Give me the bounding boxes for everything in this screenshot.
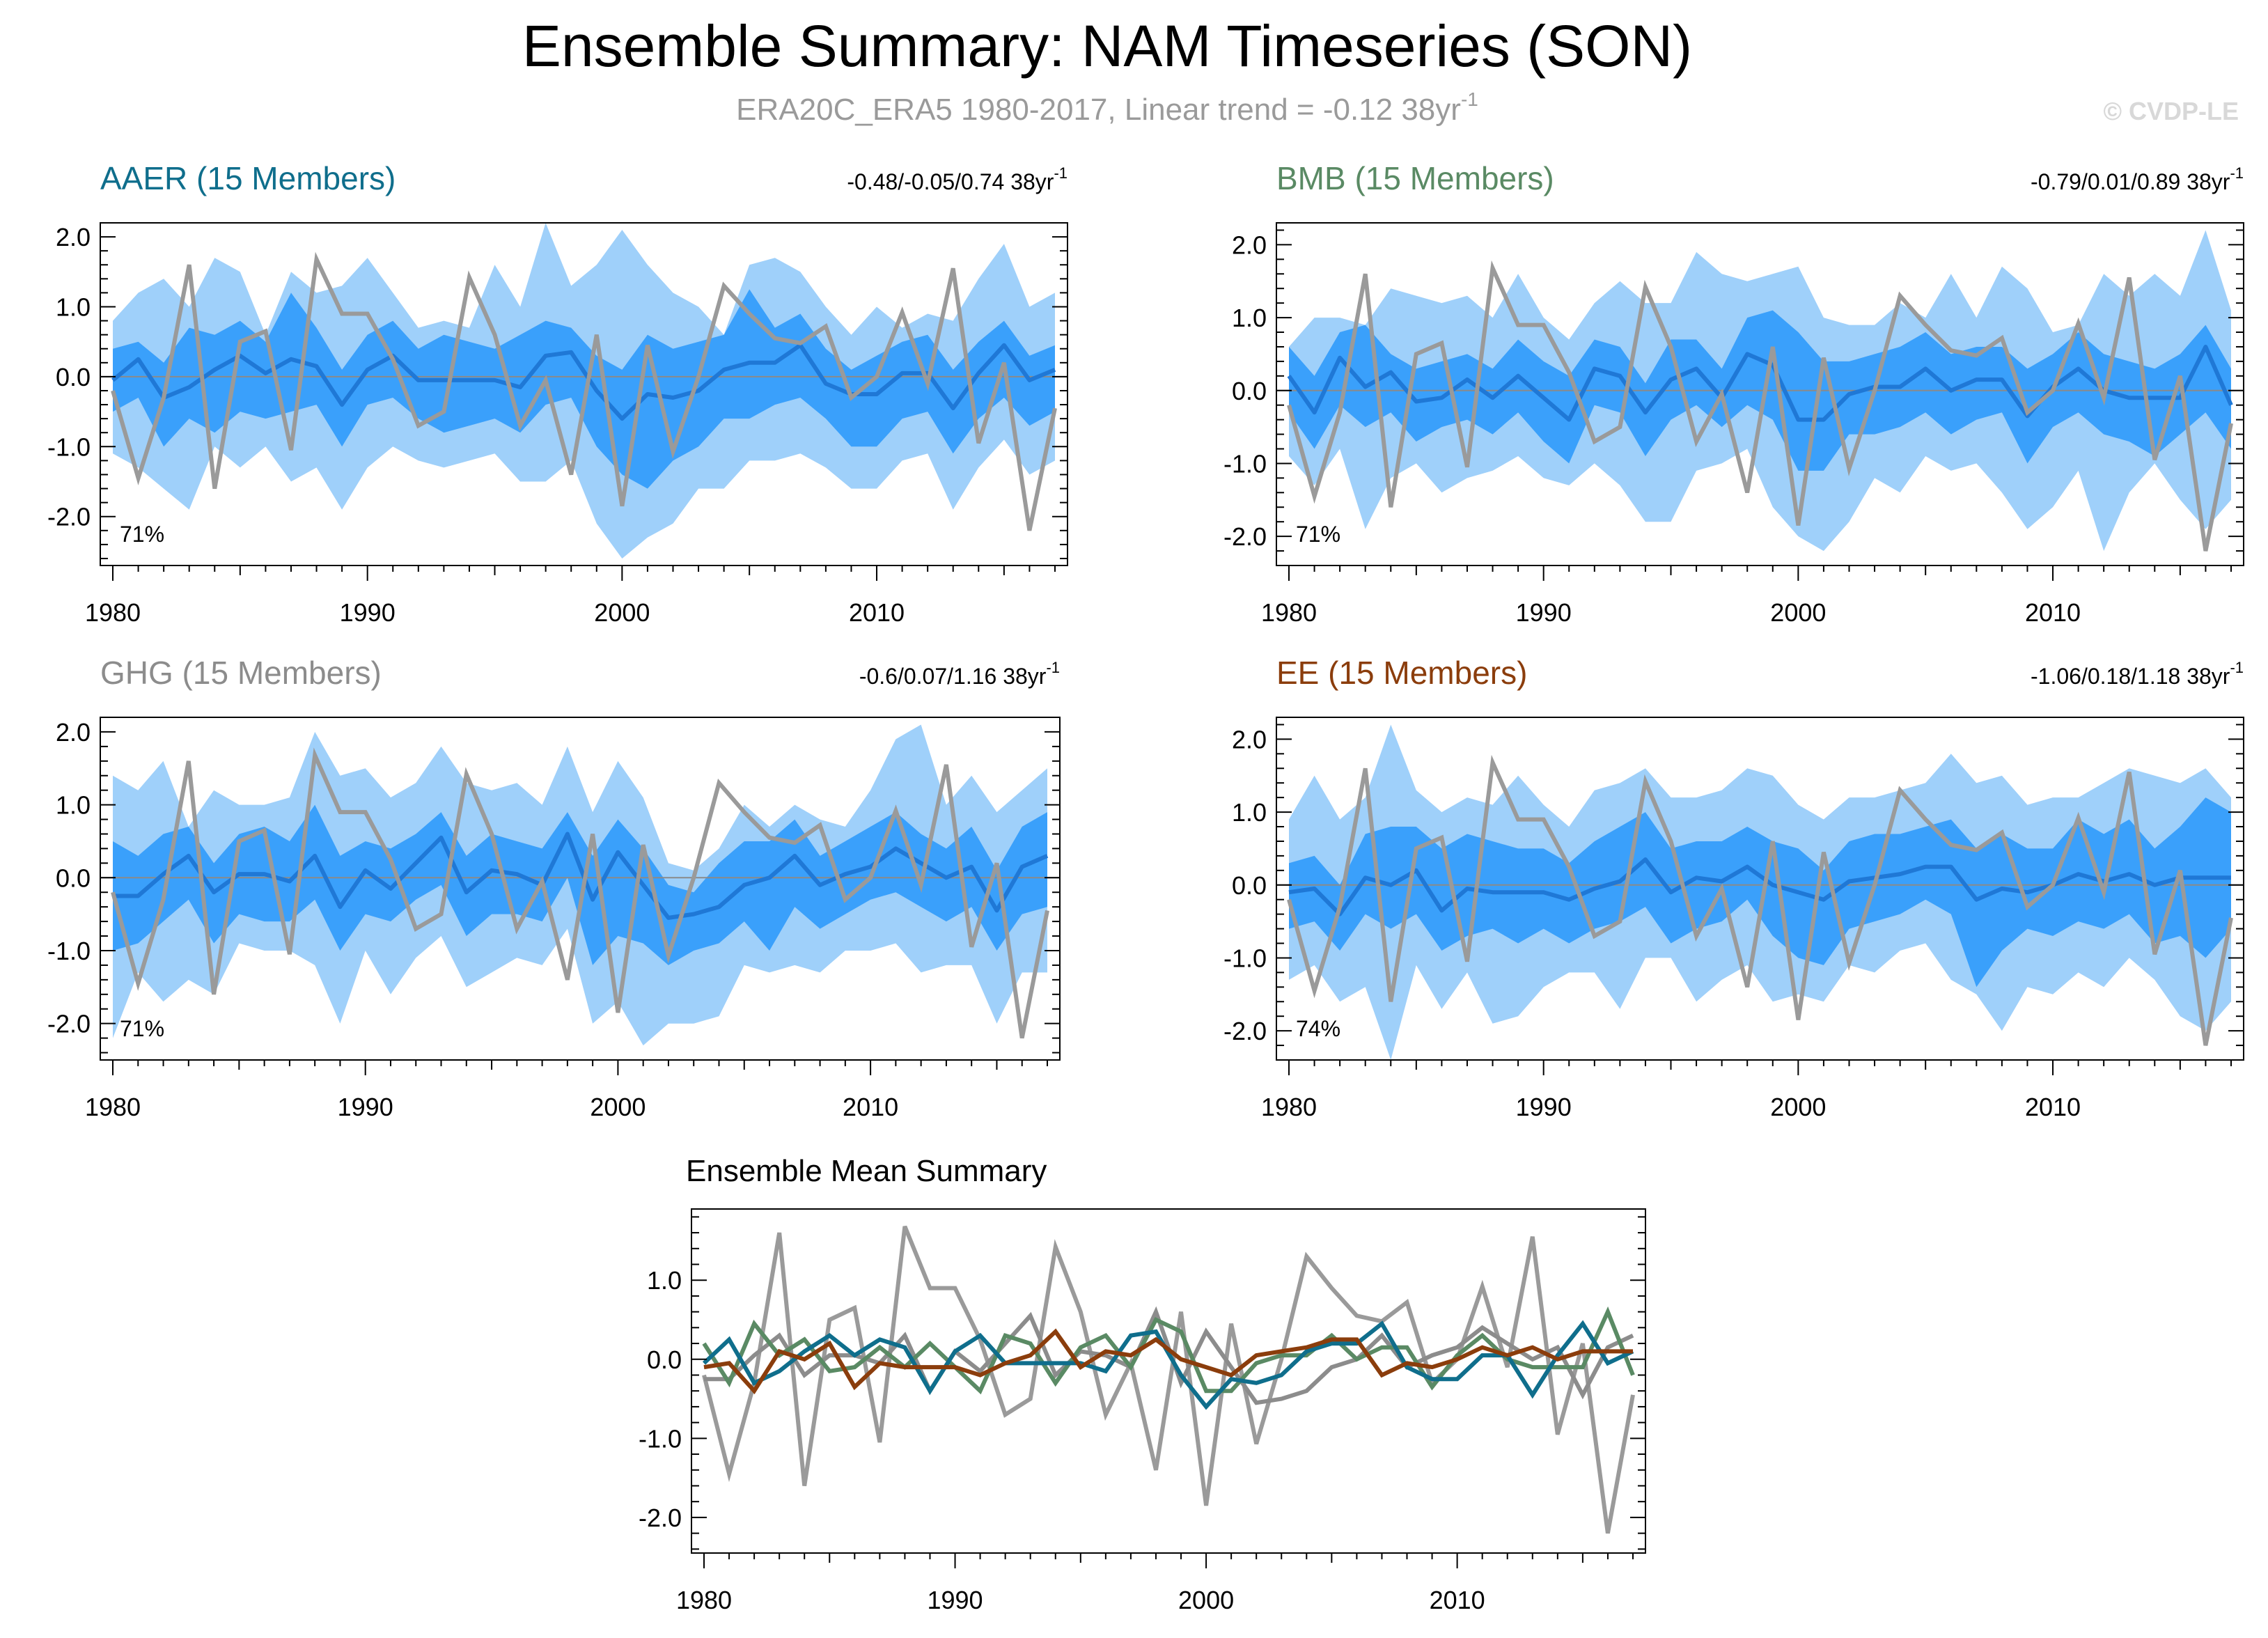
y-tick-label: -2.0: [1223, 1017, 1267, 1045]
y-tick-label: -2.0: [1223, 522, 1267, 551]
trend-stats-value: -1.06/0.18/1.18 38yr: [2031, 664, 2230, 689]
summary-title: Ensemble Mean Summary: [686, 1154, 1047, 1188]
y-tick-label: 2.0: [56, 718, 91, 747]
observed-line: [1287, 260, 2233, 552]
x-tick-label: 2000: [1770, 1093, 1826, 1121]
x-tick-label: 2000: [1770, 598, 1826, 627]
y-tick-label: 2.0: [1232, 231, 1267, 259]
ensemble-mean-line: [1287, 345, 2233, 422]
observed-line: [1287, 754, 2233, 1046]
y-tick-label: 0.0: [1232, 377, 1267, 405]
y-tick-label: -1.0: [47, 432, 91, 461]
panel-aaer: 2.0 1.0 0.0 -1.0 -2.0 1980 1990 2000 2010 AAER (1…: [47, 160, 1068, 627]
x-tick-label: 2010: [849, 598, 905, 627]
y-tick-label: 1.0: [1232, 304, 1267, 332]
y-tick-label: 0.0: [56, 363, 91, 391]
plot-frame: [100, 222, 1068, 566]
x-tick-label: 1980: [1261, 598, 1317, 627]
x-tick-label: 2000: [590, 1093, 646, 1121]
ensemble-mean-line: [1288, 857, 2231, 916]
subtitle-superscript: -1: [1461, 88, 1478, 110]
percent-within-range: 71%: [120, 1016, 164, 1041]
trend-stats-value: -0.48/-0.05/0.74 38yr: [847, 169, 1054, 194]
observed-line: [111, 747, 1049, 1039]
subtitle-main: ERA20C_ERA5 1980-2017, Linear trend = -0…: [736, 93, 1461, 127]
plot-frame: [1276, 717, 2244, 1061]
panel-ee: 2.0 1.0 0.0 -1.0 -2.0 1980 1990 2000 2010 EE (15 …: [1223, 655, 2244, 1121]
x-tick-label: 1980: [676, 1586, 732, 1614]
x-tick-label: 1990: [927, 1586, 983, 1614]
panel-title: AAER (15 Members): [100, 160, 396, 196]
panel-trend-stats: -1.06/0.18/1.18 38yr-1: [2031, 659, 2244, 689]
trend-stats-unit-superscript: -1: [1054, 164, 1067, 182]
panel-trend-stats: -0.79/0.01/0.89 38yr-1: [2031, 164, 2244, 194]
y-tick-label: -1.0: [1223, 449, 1267, 478]
panel-trend-stats: -0.48/-0.05/0.74 38yr-1: [847, 164, 1067, 194]
panel-title: GHG (15 Members): [100, 655, 382, 691]
percent-within-range: 71%: [1296, 522, 1340, 547]
band-inner-range: [113, 289, 1055, 489]
x-tick-label: 1980: [85, 1093, 141, 1121]
figure-subtitle: ERA20C_ERA5 1980-2017, Linear trend = -0…: [736, 88, 1478, 127]
ensemble-mean-line: [113, 832, 1049, 920]
ensemble-mean-aaer-line: [702, 1320, 1634, 1410]
x-tick-label: 1980: [85, 598, 141, 627]
y-tick-label: 2.0: [56, 223, 91, 251]
x-tick-label: 1990: [1516, 1093, 1572, 1121]
x-tick-label: 1980: [1261, 1093, 1317, 1121]
panel-ensemble-mean-summary: 1.0 0.0 -1.0 -2.0 1980 1990 2000 2010 Ensemble M…: [639, 1154, 1646, 1614]
y-tick-label: 0.0: [1232, 871, 1267, 900]
x-tick-label: 2010: [2025, 598, 2081, 627]
panel-bmb: 2.0 1.0 0.0 -1.0 -2.0 1980 1990 2000 2010 BMB (15…: [1223, 160, 2244, 627]
y-tick-label: 1.0: [1232, 798, 1267, 827]
plot-frame: [1276, 222, 2244, 566]
x-tick-label: 2000: [1178, 1586, 1234, 1614]
ensemble-mean-bmb-line: [702, 1306, 1635, 1395]
percent-within-range: 71%: [120, 522, 164, 547]
y-tick-label: -2.0: [47, 1010, 91, 1038]
trend-stats-unit-superscript: -1: [1046, 659, 1060, 676]
plot-frame: [691, 1208, 1646, 1554]
plot-frame: [100, 717, 1061, 1061]
y-tick-label: 0.0: [647, 1346, 682, 1374]
x-tick-label: 2000: [594, 598, 650, 627]
x-tick-label: 2010: [1430, 1586, 1485, 1614]
x-tick-label: 1990: [340, 598, 396, 627]
observed-line: [702, 1225, 1635, 1534]
trend-stats-value: -0.79/0.01/0.89 38yr: [2031, 169, 2230, 194]
y-tick-label: 1.0: [647, 1266, 682, 1295]
watermark: © CVDP-LE: [2103, 97, 2239, 125]
x-tick-label: 1990: [1516, 598, 1572, 627]
x-tick-label: 2010: [843, 1093, 898, 1121]
trend-stats-unit-superscript: -1: [2230, 164, 2244, 182]
panel-title: EE (15 Members): [1276, 655, 1527, 691]
band-inner-range: [113, 804, 1047, 965]
y-tick-label: 0.0: [56, 864, 91, 892]
panel-ghg: 2.0 1.0 0.0 -1.0 -2.0 1980 1990 2000 2010 GHG (15…: [47, 655, 1061, 1121]
trend-stats-value: -0.6/0.07/1.16 38yr: [859, 664, 1047, 689]
y-tick-label: -1.0: [639, 1424, 682, 1453]
percent-within-range: 74%: [1296, 1016, 1340, 1041]
y-tick-label: -1.0: [47, 937, 91, 965]
x-tick-label: 2010: [2025, 1093, 2081, 1121]
figure-title: Ensemble Summary: NAM Timeseries (SON): [522, 13, 1692, 79]
y-tick-label: 1.0: [56, 292, 91, 321]
panel-trend-stats: -0.6/0.07/1.16 38yr-1: [859, 659, 1060, 689]
observed-line: [111, 251, 1057, 531]
x-tick-label: 1990: [338, 1093, 393, 1121]
panel-title: BMB (15 Members): [1276, 160, 1554, 196]
band-inner-range: [1289, 797, 2231, 988]
trend-stats-unit-superscript: -1: [2230, 659, 2244, 676]
y-tick-label: 1.0: [56, 791, 91, 820]
y-tick-label: -1.0: [1223, 944, 1267, 972]
y-tick-label: -2.0: [47, 503, 91, 531]
ensemble-mean-line: [111, 343, 1056, 421]
ensemble-mean-ee-line: [703, 1328, 1633, 1395]
y-tick-label: -2.0: [639, 1504, 682, 1532]
y-tick-label: 2.0: [1232, 725, 1267, 754]
